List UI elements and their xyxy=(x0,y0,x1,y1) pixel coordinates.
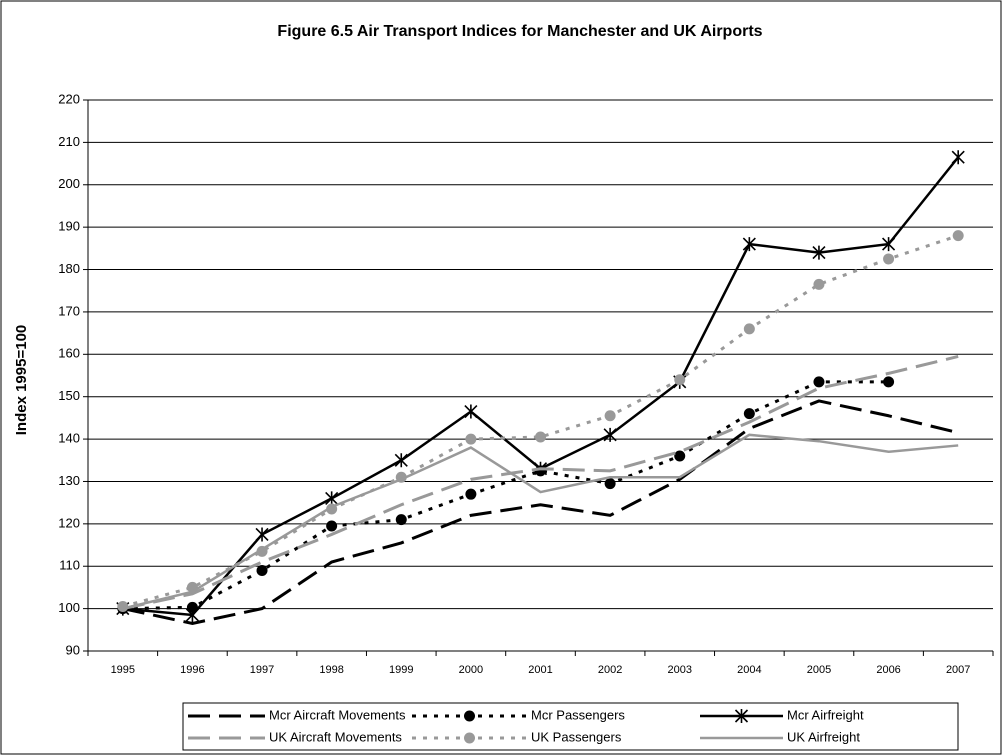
x-tick-label: 1996 xyxy=(180,664,204,676)
marker xyxy=(464,404,478,419)
legend-label: Mcr Airfreight xyxy=(787,707,864,722)
marker xyxy=(255,527,269,542)
legend-box xyxy=(182,702,959,751)
marker xyxy=(326,520,338,532)
y-tick-label: 180 xyxy=(58,261,80,276)
marker xyxy=(743,323,755,335)
marker xyxy=(464,710,475,722)
marker xyxy=(464,732,475,744)
x-tick-label: 2006 xyxy=(876,664,900,676)
marker xyxy=(674,450,686,462)
marker xyxy=(535,431,546,443)
y-tick-label: 120 xyxy=(58,515,80,530)
y-tick-label: 150 xyxy=(58,388,80,403)
y-tick-label: 190 xyxy=(58,219,80,234)
x-tick-label: 2003 xyxy=(667,664,691,676)
marker xyxy=(185,607,199,622)
x-tick-label: 1999 xyxy=(389,664,413,676)
marker xyxy=(812,245,826,260)
marker xyxy=(883,253,895,265)
marker xyxy=(395,514,407,526)
series-line xyxy=(122,399,959,625)
marker xyxy=(952,230,964,242)
marker xyxy=(117,600,129,612)
y-tick-label: 140 xyxy=(58,431,80,446)
y-tick-label: 90 xyxy=(66,642,80,657)
marker xyxy=(743,408,755,420)
marker xyxy=(603,427,617,442)
marker xyxy=(325,491,339,506)
marker xyxy=(604,410,616,422)
x-tick-label: 2005 xyxy=(807,664,831,676)
series-line xyxy=(122,433,959,610)
marker xyxy=(604,478,616,490)
series-line xyxy=(122,380,889,611)
y-tick-label: 110 xyxy=(59,558,80,573)
marker xyxy=(256,564,268,576)
marker xyxy=(465,488,477,500)
marker xyxy=(742,237,756,252)
marker xyxy=(734,709,749,723)
legend-label: UK Aircraft Movements xyxy=(269,729,402,744)
marker xyxy=(813,376,825,388)
legend-label: UK Passengers xyxy=(531,729,622,744)
y-tick-label: 100 xyxy=(58,600,80,615)
x-tick-label: 2000 xyxy=(459,664,483,676)
legend-label: Mcr Aircraft Movements xyxy=(269,707,406,722)
legend-label: Mcr Passengers xyxy=(531,707,625,722)
y-tick-label: 220 xyxy=(58,91,80,106)
marker xyxy=(394,453,408,468)
y-tick-label: 130 xyxy=(58,473,80,488)
marker xyxy=(883,376,895,388)
y-axis-label: Index 1995=100 xyxy=(13,325,30,436)
marker xyxy=(951,150,965,165)
marker xyxy=(813,278,825,290)
x-tick-label: 2002 xyxy=(598,664,622,676)
x-tick-label: 1998 xyxy=(319,664,343,676)
x-tick-label: 2007 xyxy=(946,664,970,676)
y-tick-label: 210 xyxy=(58,134,80,149)
x-tick-label: 1997 xyxy=(250,664,274,676)
marker xyxy=(465,433,477,445)
y-tick-label: 200 xyxy=(58,176,80,191)
marker xyxy=(882,237,896,252)
x-tick-label: 1995 xyxy=(111,664,135,676)
marker xyxy=(674,374,686,386)
y-tick-label: 160 xyxy=(58,346,80,361)
x-tick-label: 2004 xyxy=(737,664,761,676)
y-tick-label: 170 xyxy=(58,303,80,318)
legend-label: UK Airfreight xyxy=(787,729,860,744)
chart-title: Figure 6.5 Air Transport Indices for Man… xyxy=(277,23,762,40)
series-line xyxy=(122,354,959,611)
x-tick-label: 2001 xyxy=(528,664,552,676)
